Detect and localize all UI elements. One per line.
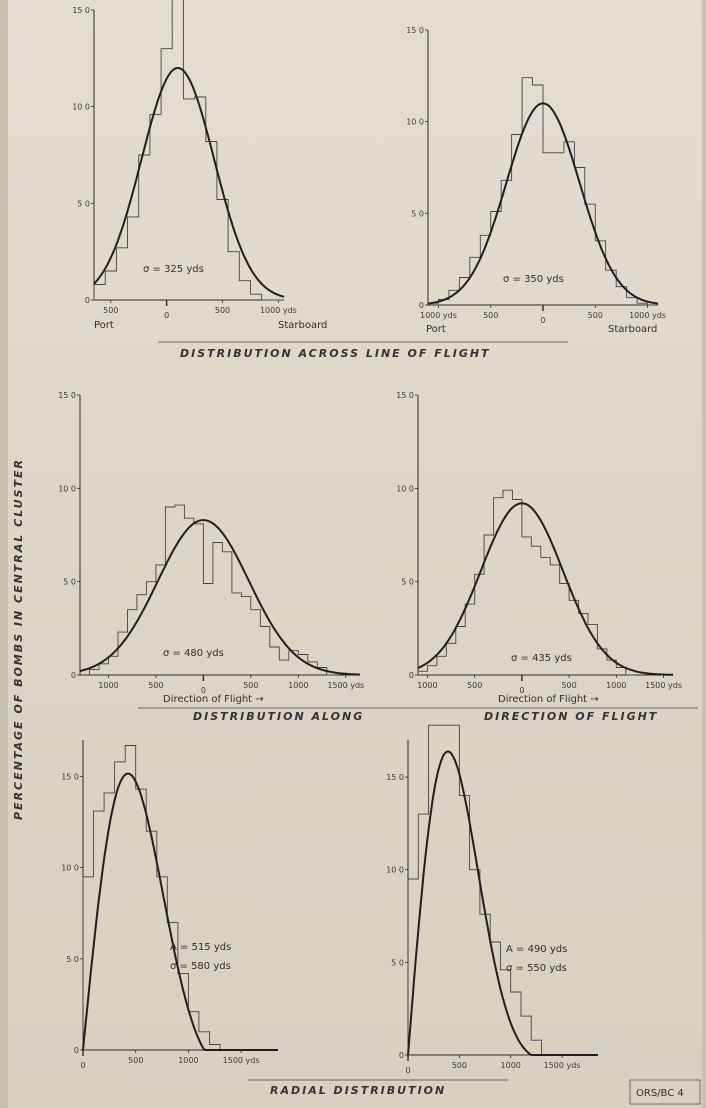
chart-panel-radial-right: 0 5 0 10 0 15 0 0 500 1000 1500 yds A = 490 yds σ… <box>386 724 598 1075</box>
chart-panel-across-left: 0 5 0 10 0 15 0 500 0 500 1000 yds σ = 325 yds Po… <box>72 0 327 331</box>
caption-mid-right: DIRECTION OF FLIGHT <box>484 710 658 723</box>
annotation-label: σ = 550 yds <box>506 963 567 974</box>
x-tick-label: 1000 yds <box>420 311 457 320</box>
xlabel-right: Starboard <box>608 324 657 335</box>
x-tick-label: 1500 yds <box>327 681 364 690</box>
panels: 0 5 0 10 0 15 0 500 0 500 1000 yds σ = 325 yds Po… <box>58 0 682 1075</box>
xlabel-center: Direction of Flight → <box>163 694 264 705</box>
histogram-steps <box>93 0 284 301</box>
annotation-label: σ = 435 yds <box>511 653 572 664</box>
annotation-label: A = 490 yds <box>506 944 567 955</box>
fitted-curve <box>417 502 673 676</box>
x-tick-label: 1500 yds <box>645 681 682 690</box>
annotation-label: σ = 480 yds <box>163 648 224 659</box>
x-tick-label: 500 <box>483 311 498 320</box>
y-tick-label: 0 <box>399 1051 404 1060</box>
y-tick-label: 15 0 <box>406 26 424 35</box>
x-tick-label: 500 <box>103 306 118 315</box>
x-tick-label: 500 <box>588 311 603 320</box>
x-tick-label: 1000 <box>288 681 308 690</box>
y-tick-label: 10 0 <box>72 103 90 112</box>
y-tick-label: 5 0 <box>401 578 414 587</box>
y-tick-label: 0 <box>419 301 424 310</box>
annotation-label: σ = 325 yds <box>143 264 204 275</box>
chart-panel-along-left: 0 5 0 10 0 15 0 1000 500 0 500 1000 1500 yds σ = 4… <box>58 391 364 705</box>
fitted-curve <box>93 67 285 298</box>
chart-panel-along-right: 0 5 0 10 0 15 0 1000 500 0 500 1000 1500 yds σ = 4… <box>396 391 682 705</box>
x-tick-label: 1000 <box>178 1056 198 1065</box>
y-tick-label: 5 0 <box>63 578 76 587</box>
y-tick-label: 15 0 <box>72 6 90 15</box>
y-tick-label: 15 0 <box>61 772 79 781</box>
xlabel-left: Port <box>426 324 446 335</box>
x-tick-label: 0 <box>540 316 545 325</box>
caption-mid-left: DISTRIBUTION ALONG <box>193 710 364 723</box>
x-tick-label: 1000 yds <box>629 311 666 320</box>
x-tick-label: 500 <box>561 681 576 690</box>
y-tick-label: 5 0 <box>66 955 79 964</box>
caption-bottom: RADIAL DISTRIBUTION <box>270 1084 446 1097</box>
x-tick-label: 0 <box>519 686 524 695</box>
fitted-curve <box>82 772 278 1051</box>
x-tick-label: 1500 yds <box>544 1061 581 1070</box>
y-tick-label: 0 <box>71 671 76 680</box>
annotation-label: σ = 350 yds <box>503 274 564 285</box>
x-tick-label: 0 <box>405 1066 410 1075</box>
y-tick-label: 10 0 <box>396 484 414 493</box>
y-tick-label: 10 0 <box>61 864 79 873</box>
y-tick-label: 0 <box>74 1046 79 1055</box>
x-tick-label: 1000 <box>501 1061 521 1070</box>
x-tick-label: 500 <box>243 681 258 690</box>
x-tick-label: 0 <box>80 1061 85 1070</box>
x-tick-label: 500 <box>452 1061 467 1070</box>
stamp-text: ORS/BC 4 <box>636 1088 684 1099</box>
x-tick-label: 0 <box>164 311 169 320</box>
y-tick-label: 10 0 <box>406 118 424 127</box>
fitted-curve <box>79 519 361 676</box>
x-tick-label: 500 <box>215 306 230 315</box>
xlabel-left: Port <box>94 320 114 331</box>
y-tick-label: 5 0 <box>411 209 424 218</box>
y-tick-label: 10 0 <box>386 866 404 875</box>
histogram-steps <box>407 724 542 1055</box>
histogram-steps <box>417 489 636 676</box>
x-tick-label: 1500 yds <box>223 1056 260 1065</box>
fitted-curve <box>427 102 659 305</box>
y-tick-label: 0 <box>409 671 414 680</box>
chart-panel-across-right: 0 5 0 10 0 15 0 1000 yds 500 0 500 1000 yds σ = 3… <box>406 26 666 335</box>
x-tick-label: 500 <box>148 681 163 690</box>
histogram-steps <box>427 77 658 306</box>
x-tick-label: 1000 yds <box>260 306 297 315</box>
y-tick-label: 15 0 <box>58 391 76 400</box>
x-tick-label: 500 <box>467 681 482 690</box>
x-tick-label: 1000 <box>98 681 118 690</box>
chart-panel-radial-left: 0 5 0 10 0 15 0 0 500 1000 1500 yds A = 515 yds σ… <box>61 740 278 1070</box>
y-tick-label: 5 0 <box>77 199 90 208</box>
side-ylabel: PERCENTAGE OF BOMBS IN CENTRAL CLUSTER <box>12 458 25 820</box>
y-tick-label: 5 0 <box>391 958 404 967</box>
annotation-label: A = 515 yds <box>170 942 231 953</box>
fitted-curve <box>407 750 598 1056</box>
figure-sheet: PERCENTAGE OF BOMBS IN CENTRAL CLUSTER D… <box>8 0 702 1108</box>
bomb-distribution-figure: PERCENTAGE OF BOMBS IN CENTRAL CLUSTER D… <box>12 0 701 1105</box>
x-tick-label: 1000 <box>417 681 437 690</box>
xlabel-center: Direction of Flight → <box>498 694 599 705</box>
y-tick-label: 15 0 <box>386 773 404 782</box>
x-tick-label: 1000 <box>606 681 626 690</box>
y-tick-label: 10 0 <box>58 484 76 493</box>
xlabel-right: Starboard <box>278 320 327 331</box>
histogram-steps <box>82 745 221 1050</box>
y-tick-label: 0 <box>85 296 90 305</box>
stamp: ORS/BC 4 <box>629 1079 701 1105</box>
caption-top: DISTRIBUTION ACROSS LINE OF FLIGHT <box>180 347 491 360</box>
y-tick-label: 15 0 <box>396 391 414 400</box>
x-tick-label: 500 <box>128 1056 143 1065</box>
annotation-label: σ = 580 yds <box>170 961 231 972</box>
x-tick-label: 0 <box>201 686 206 695</box>
